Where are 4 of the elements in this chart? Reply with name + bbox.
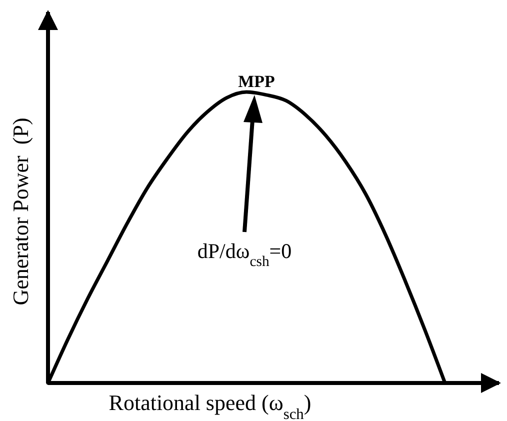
- y-axis-title: Generator Power (P): [8, 118, 33, 306]
- x-axis-title: Rotational speed (ω$_{sch}$): [108, 390, 312, 421]
- annotation: dP/dω$_{csh}$=0: [197, 239, 292, 270]
- text: MPP: [238, 72, 275, 91]
